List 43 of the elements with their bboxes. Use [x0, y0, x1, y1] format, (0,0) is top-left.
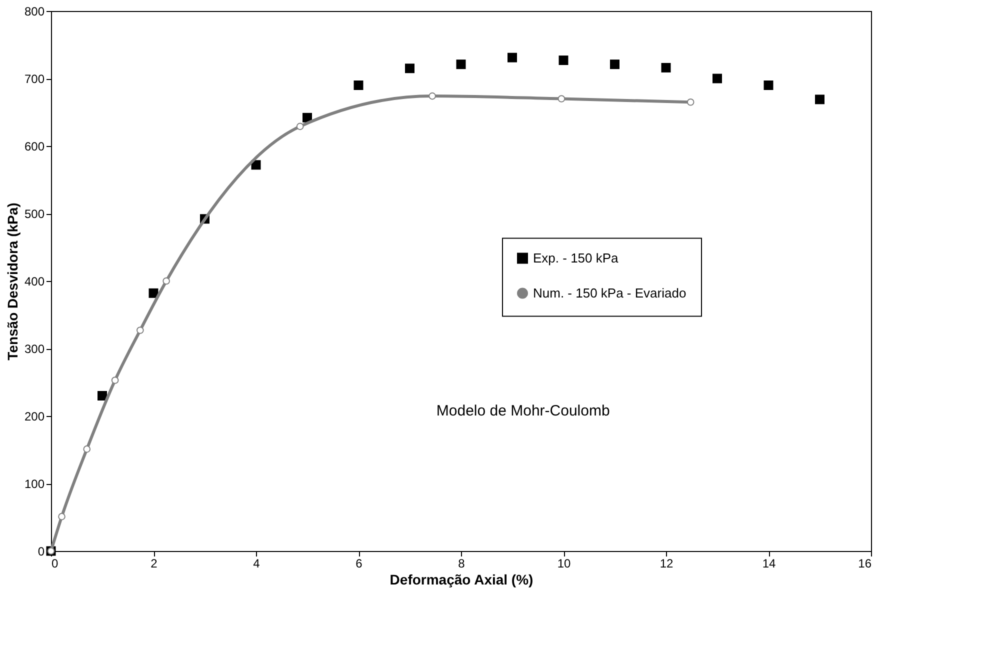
- point: [686, 98, 694, 106]
- point: [58, 512, 66, 520]
- legend-label: Num. - 150 kPa - Evariado: [533, 285, 686, 300]
- point: [456, 60, 466, 70]
- x-tick-label: 4: [253, 556, 260, 570]
- legend-label: Exp. - 150 kPa: [533, 250, 620, 266]
- x-tick-label: 8: [458, 556, 466, 570]
- x-tick-label: 6: [356, 556, 363, 570]
- x-axis-title: Deformação Axial (%): [390, 572, 534, 588]
- y-tick-label: 500: [24, 207, 45, 221]
- point: [111, 376, 119, 384]
- x-tick-label: 2: [150, 556, 158, 570]
- x-tick-label: 16: [858, 556, 872, 570]
- y-axis-title: Tensão Desvidora (kPa): [4, 202, 20, 360]
- point: [83, 445, 91, 453]
- point: [712, 74, 722, 84]
- point: [558, 95, 566, 102]
- x-tick-label: 12: [660, 556, 674, 570]
- point: [558, 56, 568, 66]
- x-tick-label: 10: [557, 556, 571, 570]
- y-tick-label: 600: [24, 140, 45, 154]
- point: [610, 60, 620, 70]
- y-tick-label: 300: [24, 342, 45, 356]
- point: [98, 391, 107, 400]
- y-tick-label: 400: [24, 274, 45, 288]
- y-tick-label: 200: [24, 410, 45, 424]
- point: [661, 62, 671, 72]
- point: [815, 94, 824, 104]
- point: [296, 122, 304, 130]
- y-tick-label: 800: [24, 4, 45, 18]
- point: [136, 326, 144, 334]
- point: [428, 92, 436, 100]
- x-tick-label: 0: [52, 556, 58, 570]
- y-tick-label: 700: [24, 72, 45, 86]
- annotation: Modelo de Mohr-Coulomb: [436, 402, 610, 420]
- x-tick-label: 14: [762, 556, 776, 570]
- point: [354, 80, 364, 90]
- point: [508, 52, 517, 62]
- y-tick-label: 0: [38, 544, 45, 558]
- point: [764, 80, 774, 90]
- y-tick-label: 100: [24, 477, 45, 491]
- point: [405, 64, 414, 74]
- point: [162, 277, 170, 285]
